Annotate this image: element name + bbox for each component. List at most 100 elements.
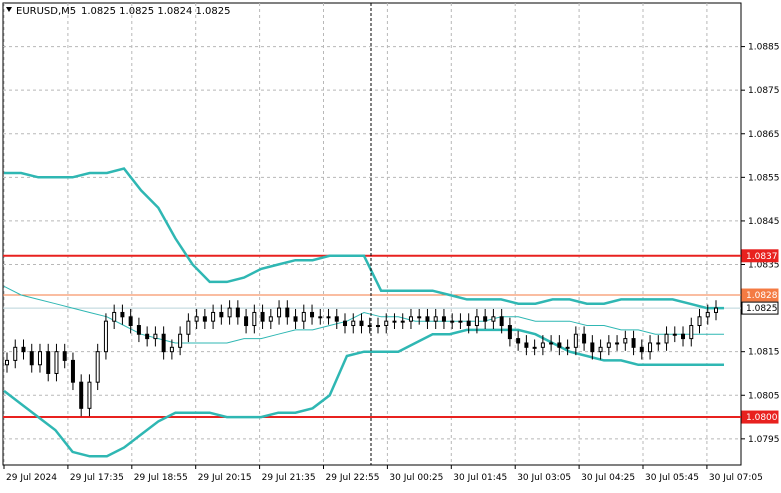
candle — [590, 335, 595, 360]
candle-body — [598, 346, 603, 353]
candle — [557, 335, 562, 356]
candle-body — [128, 316, 133, 327]
candle-body — [466, 320, 471, 327]
candle-body — [219, 311, 224, 318]
candle-body — [697, 316, 702, 327]
candle — [400, 313, 405, 330]
candle — [532, 339, 537, 356]
candle — [153, 326, 158, 347]
candle — [54, 343, 59, 382]
plot-area — [2, 2, 742, 466]
candle-body — [672, 333, 677, 336]
candle — [681, 326, 686, 347]
candle — [128, 308, 133, 334]
candle — [178, 326, 183, 356]
x-tick-label: 29 Jul 17:35 — [70, 473, 124, 483]
y-axis: 1.08851.08751.08651.08551.08451.08351.08… — [741, 43, 780, 445]
candle-body — [639, 346, 644, 353]
candle-body — [615, 342, 620, 345]
candle — [161, 326, 166, 360]
ohlc-values: 1.0825 1.0825 1.0824 1.0825 — [81, 6, 231, 17]
x-tick-label: 30 Jul 07:05 — [709, 473, 763, 483]
candle — [326, 308, 331, 325]
candle-body — [169, 346, 174, 353]
candle-body — [392, 320, 397, 323]
candle — [615, 335, 620, 351]
candle — [705, 304, 710, 325]
x-tick-label: 29 Jul 18:55 — [134, 473, 188, 483]
level-price-tag-box — [741, 410, 779, 424]
chart-header: EURUSD,M5 1.0825 1.0825 1.0824 1.0825 — [6, 6, 231, 17]
candle — [334, 308, 339, 330]
candle — [285, 300, 290, 325]
candle — [301, 304, 306, 330]
candle — [425, 308, 430, 330]
candle — [227, 300, 232, 325]
candle — [384, 313, 389, 334]
candle-body — [689, 325, 694, 340]
candle-body — [623, 338, 628, 344]
candle-body — [95, 351, 100, 383]
candle — [87, 374, 92, 417]
candle — [540, 335, 545, 356]
candle-body — [417, 316, 422, 319]
candle-body — [260, 311, 265, 322]
candle — [186, 313, 191, 343]
candle-body — [334, 316, 339, 322]
x-tick-label: 30 Jul 04:25 — [581, 473, 635, 483]
candle-body — [648, 342, 653, 353]
candle — [268, 308, 273, 330]
candle — [318, 308, 323, 325]
candle-body — [29, 351, 34, 366]
x-tick-label: 29 Jul 21:35 — [262, 473, 316, 483]
candle — [37, 343, 42, 373]
candle — [13, 339, 18, 369]
candle — [70, 352, 75, 391]
current-price-tag-box — [741, 288, 779, 302]
candle — [582, 326, 587, 351]
candle-body — [384, 320, 389, 327]
candle — [648, 335, 653, 360]
candle-body — [681, 333, 686, 340]
candle-body — [582, 333, 587, 344]
current-price-tag: 1.0828 — [746, 291, 778, 301]
current-price-tag: 1.0825 — [746, 304, 778, 314]
candle-body — [474, 316, 479, 327]
candle — [112, 304, 117, 330]
candle-body — [343, 320, 348, 327]
candle — [310, 304, 315, 325]
y-tick-label: 1.0875 — [748, 86, 780, 96]
candle-body — [573, 333, 578, 348]
candle-body — [549, 342, 554, 345]
candle — [623, 330, 628, 351]
candle-body — [186, 320, 191, 335]
candle-body — [540, 342, 545, 348]
candle — [483, 308, 488, 330]
candle — [252, 304, 257, 334]
candle — [293, 308, 298, 330]
candle — [598, 339, 603, 360]
x-tick-label: 30 Jul 05:45 — [645, 473, 699, 483]
candle-body — [244, 316, 249, 327]
candle-body — [441, 316, 446, 322]
candle — [491, 308, 496, 330]
dropdown-triangle-icon[interactable] — [6, 7, 12, 12]
candle-body — [532, 346, 537, 349]
candle — [606, 335, 611, 356]
candle-body — [37, 351, 42, 366]
candle-body — [54, 351, 59, 374]
candle — [367, 317, 372, 334]
price-tags: 1.0837 1.0800 1.0828 1.0825 — [741, 249, 779, 424]
candle-body — [375, 325, 380, 328]
candle — [235, 300, 240, 325]
candle — [351, 313, 356, 334]
candle-body — [227, 307, 232, 318]
candle — [631, 330, 636, 356]
candle-body — [136, 325, 141, 335]
candle-body — [120, 311, 125, 318]
candle-body — [483, 316, 488, 322]
candle — [202, 308, 207, 330]
bollinger-bands — [3, 167, 724, 458]
candle — [656, 335, 661, 351]
